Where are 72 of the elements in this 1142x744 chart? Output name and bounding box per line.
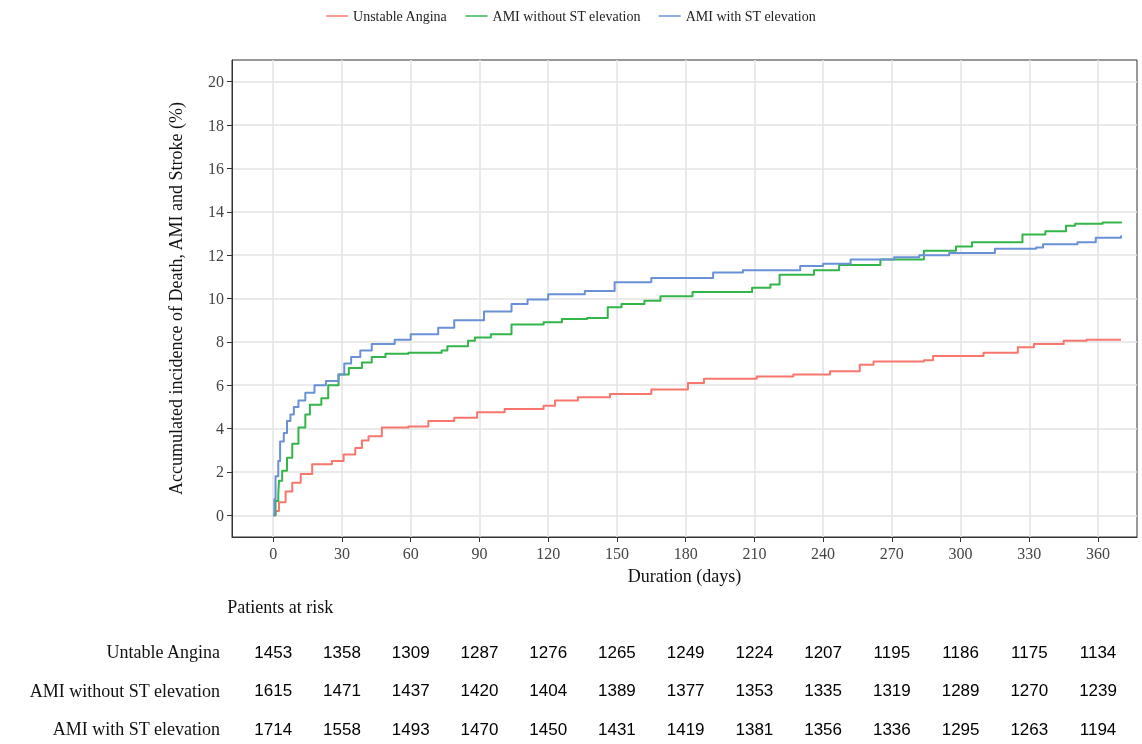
y-tick-label: 8 [216,333,224,351]
text: 1194 [1079,719,1117,739]
y-tick-label: 6 [216,376,224,394]
text: 1276 [529,642,568,662]
text: 1558 [323,719,361,739]
text: 1249 [666,642,705,662]
text: 1319 [872,681,911,700]
text: Patients at risk [227,597,334,617]
text: 1224 [735,642,774,662]
y-tick-label: 20 [208,73,224,91]
text: 1295 [941,719,980,739]
text: AMI with ST elevation [52,719,220,739]
y-tick-label: 12 [208,246,224,264]
text: 1270 [1010,681,1049,700]
text: 1377 [666,681,705,700]
text: 1470 [460,719,499,739]
text: 1265 [598,642,636,662]
y-tick-label: 14 [208,203,224,221]
x-tick-label: 0 [269,544,278,562]
text: 1450 [529,719,568,739]
text: 1358 [323,642,361,662]
x-tick-label: 60 [402,544,419,562]
y-tick-label: 0 [216,506,224,524]
text: 1453 [254,642,293,662]
legend-label: AMI with ST elevation [685,8,816,24]
text: 1356 [804,719,843,739]
x-tick-label: 180 [673,544,698,562]
text: 1287 [460,642,499,662]
text: 1336 [872,719,911,739]
text: 1289 [941,681,980,700]
text: 1420 [460,681,499,700]
y-tick-label: 16 [208,159,224,177]
x-axis-title: Duration (days) [627,566,742,587]
text: 1207 [804,642,843,662]
text: 1175 [1011,642,1048,662]
y-tick-label: 4 [216,420,224,438]
x-tick-label: 120 [536,544,561,562]
text: Untable Angina [106,642,220,662]
text: 1389 [598,681,636,700]
text: 1335 [804,681,843,700]
y-tick-label: 18 [208,116,224,134]
text: 1714 [254,719,293,739]
text: 1186 [942,642,979,662]
text: 1419 [666,719,705,739]
text: 1471 [323,681,361,700]
x-tick-label: 240 [811,544,836,562]
x-tick-label: 270 [879,544,904,562]
text: 1195 [873,642,911,662]
legend-label: Unstable Angina [353,8,448,24]
legend-label: AMI without ST elevation [492,8,641,24]
text: AMI without ST elevation [29,680,220,701]
x-tick-label: 90 [471,544,488,562]
text: 1404 [529,681,568,700]
text: 1493 [391,719,430,739]
x-tick-label: 150 [604,544,629,562]
text: 1239 [1079,681,1117,700]
y-tick-label: 10 [208,290,224,307]
x-tick-label: 360 [1086,544,1111,562]
text: 1353 [735,681,774,700]
text: 1134 [1079,642,1117,662]
text: 1309 [391,642,430,662]
y-tick-label: 2 [216,463,224,481]
text: 1437 [391,681,430,700]
text: 1431 [598,719,636,739]
x-tick-label: 30 [333,544,350,562]
text: 1615 [254,681,293,700]
text: 1381 [735,719,774,739]
x-tick-label: 300 [948,544,973,562]
x-tick-label: 210 [742,544,767,562]
x-tick-label: 330 [1017,544,1042,562]
text: 1263 [1010,719,1049,739]
y-axis-title: Accumulated incidence of Death, AMI and Stroke (%) [166,102,187,495]
